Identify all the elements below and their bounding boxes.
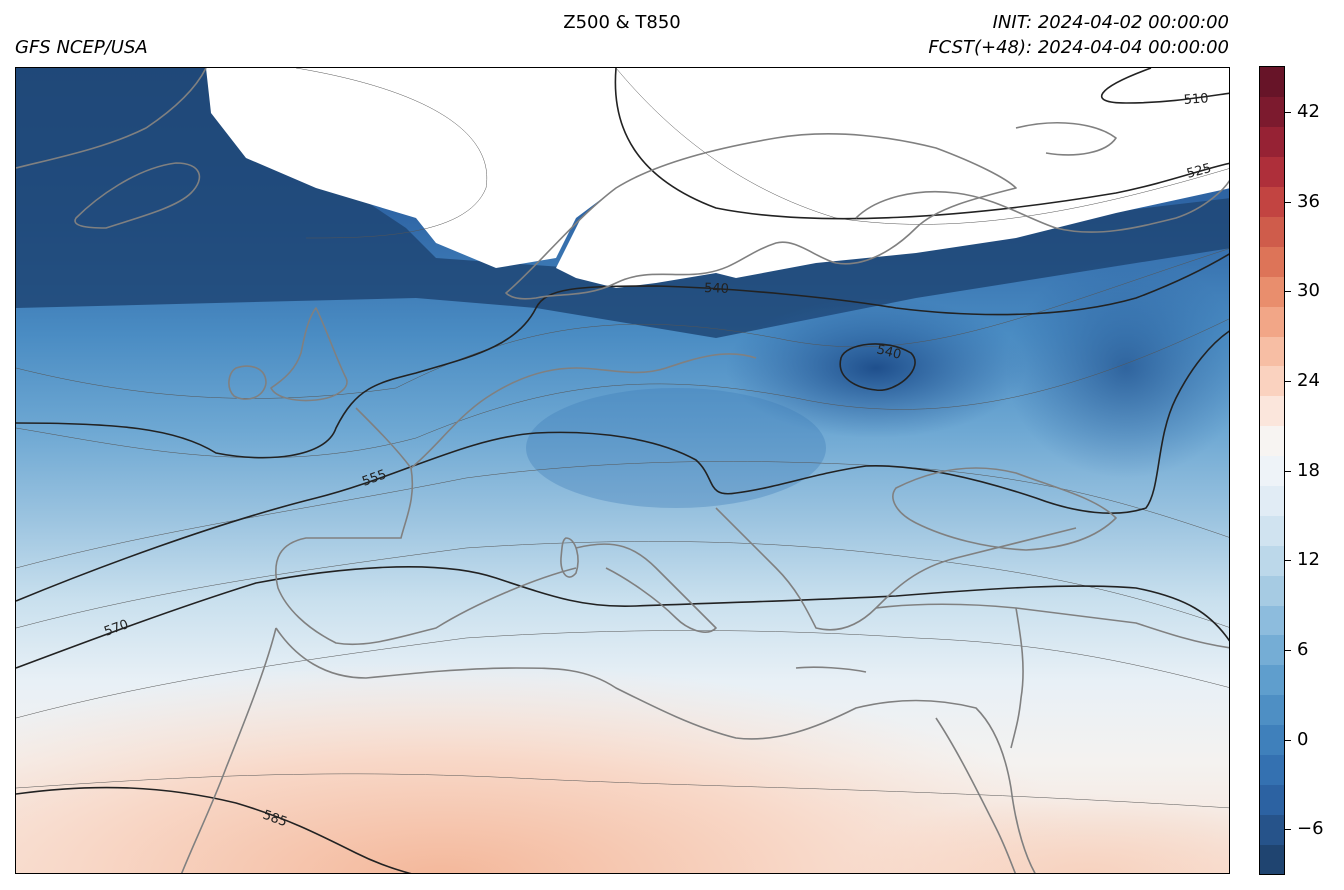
contour-label-540-a: 540 — [704, 281, 729, 297]
contour-label-525: 525 — [1185, 161, 1213, 182]
colorbar-segment — [1260, 575, 1284, 606]
colorbar-segment — [1260, 306, 1284, 337]
colorbar-segment — [1260, 96, 1284, 128]
colorbar-tick-mark — [1285, 560, 1291, 562]
chart-title: Z500 & T850 — [563, 12, 681, 33]
colorbar-tick-label: 24 — [1297, 369, 1320, 391]
colorbar-segment — [1260, 485, 1284, 516]
z500-contour-525 — [614, 68, 1229, 220]
coast-ireland — [228, 365, 267, 400]
z500-contour-555 — [16, 330, 1229, 602]
colorbar-segment — [1260, 814, 1284, 845]
coast-west-africa — [180, 627, 277, 873]
colorbar-segment — [1260, 515, 1284, 546]
coast-north-africa — [275, 627, 1036, 873]
cold-band-north — [16, 68, 1229, 338]
colorbar-segment — [1260, 844, 1284, 874]
warm-anomaly-egypt — [516, 648, 1229, 873]
cold-core-baltic — [726, 298, 1026, 438]
coast-balkans — [715, 507, 1077, 631]
colorbar-tick-mark — [1285, 201, 1291, 203]
coast-west-europe — [275, 407, 577, 646]
colorbar-tick-label: 30 — [1297, 280, 1320, 302]
colorbar-segment — [1260, 336, 1284, 367]
coast-kola — [1015, 122, 1117, 156]
colorbar-segment — [1260, 395, 1284, 427]
colorbar-tick-label: 12 — [1297, 549, 1320, 571]
map-panel[interactable]: 510 525 540 540 555 570 585 — [15, 67, 1230, 874]
colorbar-tick-mark — [1285, 739, 1291, 741]
colorbar-tick-mark — [1285, 291, 1291, 293]
colorbar-segment — [1260, 634, 1284, 666]
colorbar-segment — [1260, 365, 1284, 397]
coast-british-isles — [270, 307, 348, 402]
z500-contour-540-closed — [839, 343, 916, 391]
colorbar-segment — [1260, 724, 1284, 756]
coast-iceland — [74, 162, 201, 229]
forecast-time-label: FCST(+48): 2024-04-04 00:00:00 — [928, 37, 1229, 58]
coast-north-sea — [410, 353, 757, 469]
masked-area-iceland-norway — [206, 68, 616, 268]
colorbar-tick-label: 0 — [1297, 728, 1309, 750]
colorbar-segment — [1260, 425, 1284, 457]
colorbar-segment — [1260, 276, 1284, 307]
colorbar-segment — [1260, 545, 1284, 576]
colorbar-segment — [1260, 784, 1284, 815]
z500-contour-585 — [16, 786, 412, 873]
coast-italy — [575, 543, 717, 633]
coast-finland-russia — [855, 179, 1229, 233]
z500-contour-510 — [1101, 68, 1229, 104]
z500-contour-570 — [16, 566, 1229, 669]
model-source-label: GFS NCEP/USA — [15, 37, 148, 58]
coastlines — [16, 68, 1229, 873]
coast-greenland-edge — [16, 68, 207, 169]
map-canvas: 510 525 540 540 555 570 585 — [16, 68, 1229, 873]
colorbar-segment — [1260, 694, 1284, 726]
colorbar-segment — [1260, 664, 1284, 696]
colorbar-segment — [1260, 67, 1284, 98]
colorbar-tick-label: 18 — [1297, 459, 1320, 481]
z500-contour-540 — [16, 253, 1229, 459]
colorbar-tick-label: 42 — [1297, 100, 1320, 122]
colorbar-segment — [1260, 186, 1284, 218]
coast-turkey — [875, 603, 1229, 649]
coast-black-sea — [892, 467, 1117, 551]
contour-label-510: 510 — [1183, 91, 1209, 108]
colorbar-segment — [1260, 455, 1284, 487]
colorbar-tick-label: 6 — [1297, 638, 1309, 660]
z500-contours — [16, 68, 1229, 873]
colorbar-tick-label: 36 — [1297, 190, 1320, 212]
colorbar-segment — [1260, 754, 1284, 785]
cold-core-east — [1006, 258, 1229, 478]
colorbar-segment — [1260, 126, 1284, 158]
colorbar-tick-mark — [1285, 380, 1291, 382]
colorbar-tick-mark — [1285, 470, 1291, 472]
init-time-label: INIT: 2024-04-02 00:00:00 — [992, 12, 1229, 33]
colorbar-segment — [1260, 216, 1284, 247]
coast-levant — [1010, 607, 1024, 749]
colorbar-segment — [1260, 156, 1284, 188]
contour-label-540-b: 540 — [875, 342, 903, 363]
coast-red-sea — [935, 717, 1017, 873]
colorbar-segment — [1260, 605, 1284, 636]
colorbar-tick-mark — [1285, 111, 1291, 113]
cold-tongue-central — [526, 388, 826, 508]
colorbar — [1259, 66, 1285, 875]
colorbar-tick-mark — [1285, 829, 1291, 831]
colorbar-tick-mark — [1285, 649, 1291, 651]
colorbar-tick-label: −6 — [1297, 818, 1324, 840]
colorbar-segment — [1260, 246, 1284, 277]
coast-scandinavia — [505, 133, 1017, 300]
coast-sardinia — [560, 537, 579, 578]
coast-crete — [795, 666, 867, 673]
thin-contours — [16, 68, 1229, 809]
